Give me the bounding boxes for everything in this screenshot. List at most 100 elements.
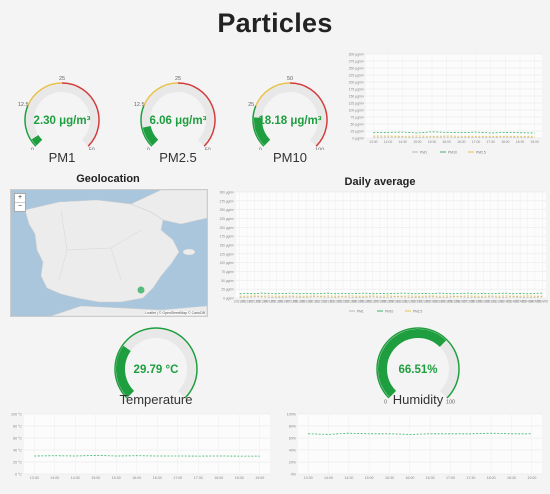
x-tick-label: 17:00	[446, 476, 455, 480]
borders	[58, 209, 142, 281]
zoom-out-button[interactable]: −	[15, 202, 25, 211]
gauge-zone-2	[289, 82, 328, 147]
gauge-tick-label: 50	[287, 76, 293, 82]
y-tick-label: 80 °C	[13, 425, 22, 429]
gauge-tick-label: 50	[205, 148, 211, 150]
y-tick-label: 300 μg/m³	[349, 53, 365, 57]
pm25-gauge: 0 12.5 25 50 6.06 μg/m³	[134, 76, 216, 150]
gauge-fill	[142, 125, 159, 146]
y-tick-label: 40 °C	[13, 449, 22, 453]
pm25-label: PM2.5	[159, 150, 197, 165]
gauge-zone-1	[27, 82, 63, 107]
y-tick-label: 40%	[289, 449, 297, 453]
gauge-tick-label: 25	[248, 102, 254, 108]
x-tick-label: 2021/11	[308, 300, 320, 304]
x-tick-label: 2021/04	[256, 300, 268, 304]
gauge-tick-label: 100	[315, 148, 324, 150]
x-tick-label: 16:00	[405, 476, 414, 480]
x-tick-label: 16:00	[442, 140, 451, 144]
temperature-chart: 0 °C 20 °C 40 °C 60 °C 80 °C 100 °C 13:30 14:00…	[11, 413, 270, 480]
x-tick-label: 2022/10	[389, 300, 401, 304]
map-zoom-control: + −	[14, 193, 26, 212]
x-tick-label: 2023/05	[441, 300, 453, 304]
y-tick-label: 25 μg/m³	[221, 288, 234, 292]
y-tick-label: 25 μg/m³	[351, 130, 365, 134]
x-tick-label: 2023/08	[463, 300, 475, 304]
sensor-location-marker	[137, 286, 145, 294]
y-tick-label: 60 °C	[13, 437, 22, 441]
x-tick-label: 17:30	[486, 140, 495, 144]
x-tick-label: 14:00	[324, 476, 333, 480]
daily-average-title: Daily average	[344, 176, 416, 188]
gauge-zone-0	[24, 105, 37, 147]
x-tick-label: 2023/01	[411, 300, 423, 304]
x-tick-label: 2022/05	[352, 300, 364, 304]
geolocation-map[interactable]: + − Leaflet | © OpenStreetMap © CartoDB	[10, 189, 208, 317]
x-tick-label: 15:30	[385, 476, 394, 480]
x-tick-label: 2022/12	[404, 300, 416, 304]
y-tick-label: 125 μg/m³	[220, 252, 234, 256]
gauge-zone-0	[140, 105, 153, 147]
pm10-label: PM10	[273, 150, 307, 165]
gauge-fill	[116, 345, 135, 398]
x-tick-label: 17:00	[472, 140, 481, 144]
x-tick-label: 2023/02	[418, 300, 430, 304]
legend-label: PM10	[385, 310, 394, 314]
x-tick-label: 17:00	[173, 476, 182, 480]
x-tick-label: 2024/03	[514, 300, 526, 304]
x-tick-label: 2021/06	[271, 300, 283, 304]
chart-plot-area	[298, 414, 542, 474]
y-tick-label: 100 μg/m³	[349, 109, 365, 113]
temperature-gauge: 29.79 °C	[114, 327, 198, 399]
x-tick-label: 2023/06	[448, 300, 460, 304]
x-tick-label: 16:00	[132, 476, 141, 480]
y-tick-label: 0%	[291, 473, 297, 477]
gauge-value: 66.51%	[398, 364, 437, 376]
x-tick-label: 2023/10	[477, 300, 489, 304]
gauge-value: 6.06 μg/m³	[150, 115, 207, 127]
x-tick-label: 15:00	[365, 476, 374, 480]
gauge-tick-label: 0	[147, 148, 150, 150]
zoom-in-button[interactable]: +	[17, 194, 23, 201]
map-attribution[interactable]: Leaflet | © OpenStreetMap © CartoDB	[145, 311, 205, 315]
x-tick-label: 19:00	[527, 476, 536, 480]
y-tick-label: 100 °C	[11, 413, 22, 417]
y-tick-label: 100%	[287, 413, 297, 417]
gauge-tick-label: 12.5	[18, 102, 29, 108]
x-tick-label: 2022/02	[330, 300, 342, 304]
x-tick-label: 18:30	[235, 476, 244, 480]
gauge-tick-label: 25	[59, 76, 65, 82]
x-tick-label: 14:30	[71, 476, 80, 480]
x-tick-label: 2022/04	[345, 300, 357, 304]
x-tick-label: 15:00	[413, 140, 422, 144]
x-tick-label: 14:00	[50, 476, 59, 480]
x-tick-label: 2021/03	[249, 300, 261, 304]
x-tick-label: 18:00	[214, 476, 223, 480]
map-tiles	[24, 190, 207, 316]
y-tick-label: 0 μg/m³	[352, 137, 364, 141]
geolocation-title: Geolocation	[76, 173, 140, 185]
balearic-islands	[182, 248, 196, 256]
x-tick-label: 2021/02	[241, 300, 253, 304]
y-tick-label: 50 μg/m³	[221, 279, 234, 283]
x-tick-label: 2021/10	[300, 300, 312, 304]
y-tick-label: 60%	[289, 437, 297, 441]
y-tick-label: 100 μg/m³	[220, 261, 234, 265]
daily-average-chart: 0 μg/m³ 25 μg/m³ 50 μg/m³ 75 μg/m³ 100 μg/m³…	[220, 191, 549, 314]
x-tick-label: 16:30	[153, 476, 162, 480]
y-tick-label: 20%	[289, 461, 297, 465]
gauge-fill	[31, 134, 43, 146]
y-tick-label: 225 μg/m³	[220, 217, 234, 221]
y-tick-label: 0 °C	[15, 473, 22, 477]
gauge-zone-1	[143, 82, 179, 107]
gauge-zone-1	[255, 82, 291, 107]
x-tick-label: 15:30	[428, 140, 437, 144]
x-tick-label: 14:30	[344, 476, 353, 480]
series-line-pm10	[239, 292, 543, 295]
x-tick-label: 2022/01	[322, 300, 334, 304]
x-tick-label: 2023/12	[492, 300, 504, 304]
series-line-humidity	[308, 432, 532, 435]
x-tick-label: 17:30	[194, 476, 203, 480]
x-tick-label: 18:30	[507, 476, 516, 480]
x-tick-label: 2021/01	[234, 300, 246, 304]
